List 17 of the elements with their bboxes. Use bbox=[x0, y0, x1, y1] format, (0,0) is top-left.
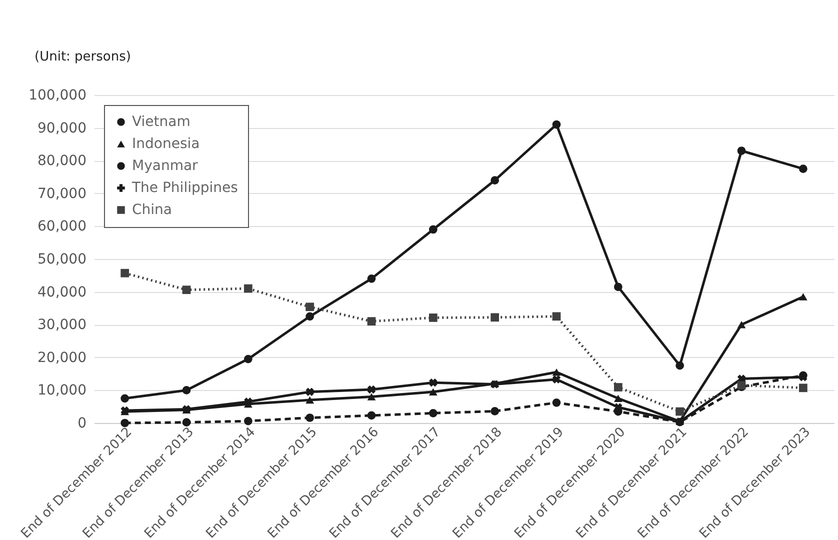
y-tick-label: 60,000 bbox=[38, 218, 86, 235]
y-tick-label: 30,000 bbox=[38, 317, 86, 334]
y-axis-title: (Unit: persons) bbox=[34, 50, 131, 64]
y-tick-label: 0 bbox=[78, 416, 86, 432]
legend-label: The Philippines bbox=[131, 180, 238, 196]
y-tick-label: 100,000 bbox=[28, 88, 86, 104]
y-tick-label: 80,000 bbox=[38, 153, 86, 170]
legend-label: Vietnam bbox=[132, 114, 190, 130]
y-tick-label: 40,000 bbox=[38, 284, 86, 300]
y-tick-label: 20,000 bbox=[38, 350, 86, 366]
y-tick-label: 90,000 bbox=[38, 120, 86, 136]
y-tick-label: 70,000 bbox=[38, 186, 86, 202]
legend-label: Indonesia bbox=[132, 136, 200, 152]
legend-label: China bbox=[132, 202, 172, 218]
y-tick-label: 50,000 bbox=[38, 252, 86, 268]
y-tick-label: 10,000 bbox=[38, 382, 86, 399]
legend-label: Myanmar bbox=[132, 158, 198, 174]
